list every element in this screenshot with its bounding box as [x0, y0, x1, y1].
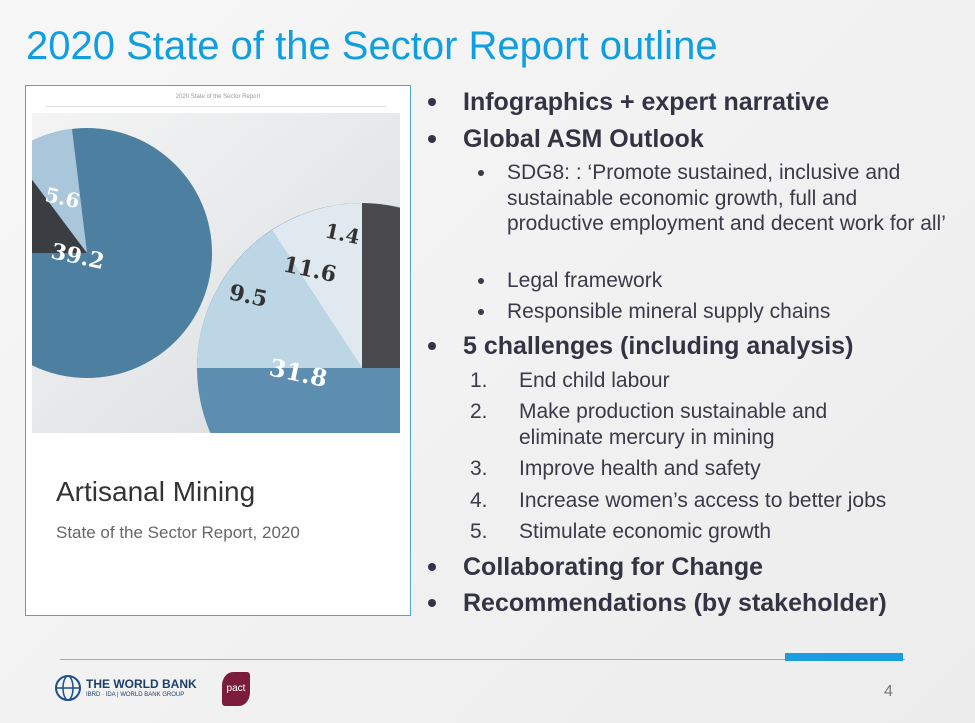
item-number: 4. — [470, 489, 488, 512]
footer-rule — [60, 659, 905, 660]
outline-subitem: SDG8: : ‘Promote sustained, inclusive an… — [507, 161, 946, 235]
item-number: 3. — [470, 457, 488, 480]
logo-subtitle: IBRD · IDA | WORLD BANK GROUP — [86, 692, 185, 698]
item-number: 5. — [470, 520, 488, 543]
outline-subitem: Increase women’s access to better jobs — [519, 489, 887, 512]
bullet — [428, 599, 436, 607]
bullet — [478, 309, 484, 315]
cover-title: Artisanal Mining — [56, 476, 256, 507]
cover-rule — [46, 106, 386, 107]
cover-image: 5.6 39.2 1.4 11.6 9.5 31.8 — [32, 113, 400, 433]
logo-name: THE WORLD BANK — [86, 677, 197, 691]
bullet — [428, 98, 436, 106]
accent-bar — [785, 653, 903, 661]
pact-logo — [222, 672, 250, 706]
outline-subitem: Responsible mineral supply chains — [507, 300, 831, 323]
outline-subitem: Legal framework — [507, 269, 663, 292]
report-cover: 2020 State of the Sector Report 5.6 39.2… — [25, 85, 411, 616]
page-number: 4 — [884, 683, 893, 700]
outline-item: Recommendations (by stakeholder) — [463, 589, 887, 617]
bullet — [478, 170, 484, 176]
bullet — [428, 342, 436, 350]
cover-subtitle: State of the Sector Report, 2020 — [56, 523, 300, 542]
outline-subitem: Stimulate economic growth — [519, 520, 772, 543]
item-number: 1. — [470, 369, 488, 392]
item-number: 2. — [470, 400, 488, 423]
outline-subitem: End child labour — [519, 369, 670, 392]
cover-header: 2020 State of the Sector Report — [175, 94, 261, 100]
bullet — [428, 135, 436, 143]
slide-title: 2020 State of the Sector Report outline — [26, 24, 718, 68]
bullet — [428, 563, 436, 571]
outline-subitem: Make production sustainable and eliminat… — [519, 400, 828, 449]
bullet — [478, 278, 484, 284]
outline-item: Collaborating for Change — [463, 553, 763, 581]
partner-name: pact — [226, 683, 246, 694]
outline-subitem: Improve health and safety — [519, 457, 761, 480]
world-bank-globe — [55, 675, 81, 701]
outline-item: Infographics + expert narrative — [463, 88, 830, 116]
outline-item: Global ASM Outlook — [463, 125, 704, 153]
outline-item: 5 challenges (including analysis) — [463, 332, 854, 360]
